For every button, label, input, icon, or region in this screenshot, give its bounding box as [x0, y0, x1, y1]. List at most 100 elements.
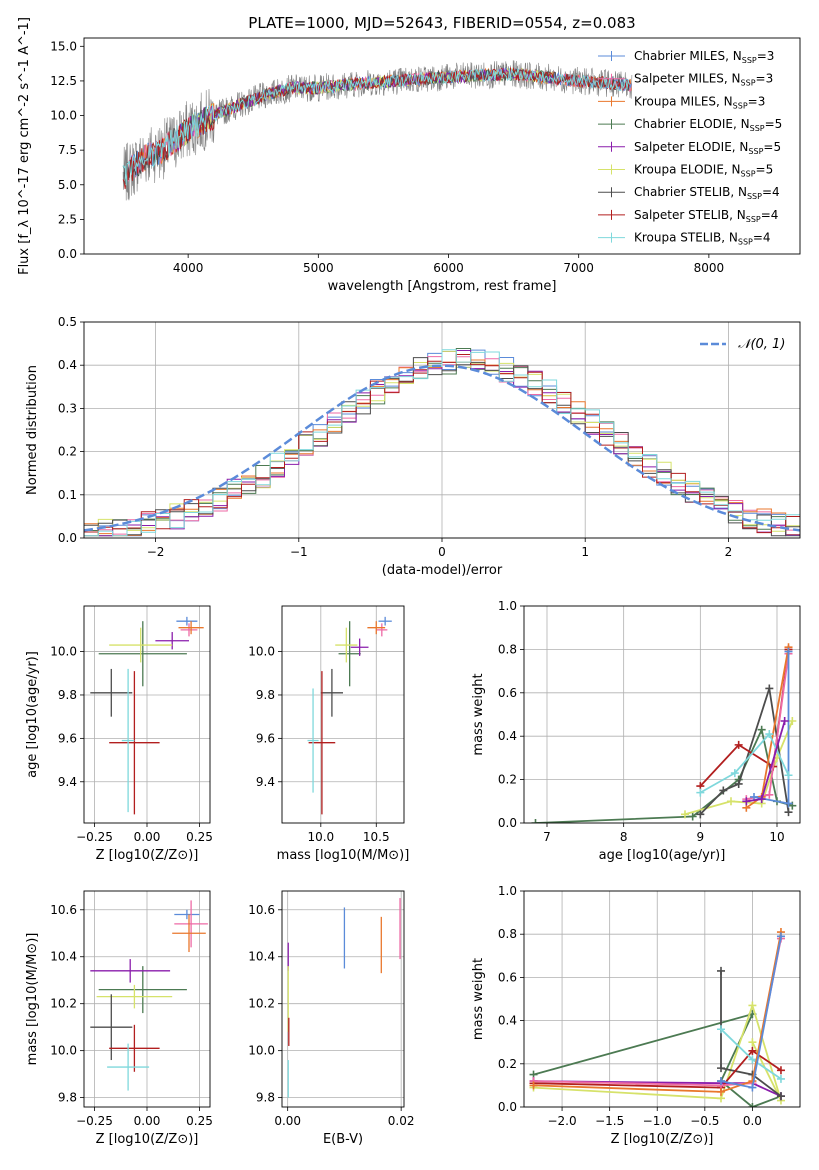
x-axis-label: age [log10(age/yr)] [599, 848, 726, 863]
plot-area-age-vs-Z [90, 616, 204, 815]
weight-marker [757, 795, 766, 804]
weight-marker [696, 810, 705, 819]
y-tick-label: 9.8 [58, 1091, 77, 1105]
x-tick-label: 0.00 [134, 1114, 161, 1128]
weight-marker [757, 725, 766, 734]
x-tick-label: 10.5 [363, 830, 390, 844]
y-tick-label: 0.0 [498, 1100, 517, 1114]
x-tick-label: 8 [620, 830, 628, 844]
y-tick-label: 10.0 [50, 109, 77, 123]
y-tick-label: 0.2 [498, 1057, 517, 1071]
y-tick-label: 15.0 [50, 39, 77, 53]
weight-marker [765, 730, 774, 739]
y-tick-label: 0.4 [498, 729, 517, 743]
weight-marker [529, 1081, 538, 1090]
x-tick-label: −0.25 [76, 830, 113, 844]
y-axis-label: mass [log10(M/M⊙)] [25, 933, 40, 1066]
y-tick-label: 0.0 [58, 247, 77, 261]
x-tick-label: −0.25 [76, 1114, 113, 1128]
y-tick-label: 10.0 [50, 1044, 77, 1058]
panel-weight-vs-Z: −2.0 −1.5 −1.0 −0.5 0.0 0.0 0.2 0.4 0.6 0.8 1.0 Z [… [471, 884, 801, 1147]
x-axis-label: Z [log10(Z/Z⊙)] [96, 1132, 199, 1147]
y-tick-label: 1.0 [498, 884, 517, 898]
weight-marker [742, 797, 751, 806]
weight-marker [784, 771, 793, 780]
plot-area-weight-vs-Z [529, 928, 785, 1107]
legend-label: Chabrier STELIB, NSSP=4 [634, 185, 780, 201]
panel-spectrum: 4000 5000 6000 7000 8000 0.0 2.5 5.0 7.5 10.0 12.5… [17, 17, 801, 294]
panel-residuals: −2 −1 0 1 2 0.0 0.1 0.2 0.3 0.4 0.5 (data-model)/er… [25, 315, 801, 578]
y-tick-label: 7.5 [58, 143, 77, 157]
y-tick-label: 0.8 [498, 642, 517, 656]
x-tick-label: −0.5 [690, 1114, 719, 1128]
axes-frame [83, 890, 211, 1108]
weight-marker [688, 812, 697, 821]
x-tick-label: 2 [725, 545, 733, 559]
weight-marker [696, 788, 705, 797]
weight-marker [748, 1001, 757, 1010]
legend-label: Salpeter MILES, NSSP=3 [634, 72, 773, 88]
legend-label: 𝒩(0, 1) [738, 337, 785, 352]
weight-marker [719, 786, 728, 795]
x-tick-label: −2.0 [547, 1114, 576, 1128]
y-tick-label: 1.0 [498, 599, 517, 613]
y-tick-label: 10.0 [248, 645, 275, 659]
x-axis-label: (data-model)/error [382, 563, 503, 578]
weight-marker [748, 1046, 757, 1055]
y-tick-label: 10.6 [248, 903, 275, 917]
y-axis-label: Flux [f_λ 10^-17 erg cm^-2 s^-1 A^-1] [17, 17, 32, 275]
model-spectrum [122, 66, 631, 190]
figure-title: PLATE=1000, MJD=52643, FIBERID=0554, z=0… [248, 14, 635, 32]
y-tick-label: 9.6 [58, 731, 77, 745]
axes-frame [83, 321, 801, 539]
axes-frame [523, 605, 801, 824]
y-tick-label: 0.0 [498, 816, 517, 830]
weight-marker [717, 966, 726, 975]
y-tick-label: 10.0 [248, 1044, 275, 1058]
y-tick-label: 0.6 [498, 970, 517, 984]
legend-label: Chabrier ELODIE, NSSP=5 [634, 117, 782, 133]
y-tick-label: 0.8 [498, 927, 517, 941]
x-tick-label: 7000 [563, 261, 594, 275]
weight-marker [748, 1055, 757, 1064]
weight-marker [717, 1025, 726, 1034]
y-tick-label: 10.4 [248, 950, 275, 964]
x-tick-label: 4000 [173, 261, 204, 275]
y-tick-label: 9.8 [256, 1091, 275, 1105]
y-tick-label: 10.0 [50, 645, 77, 659]
legend-label: Kroupa MILES, NSSP=3 [634, 94, 765, 110]
y-tick-label: 0.4 [498, 1014, 517, 1028]
weight-marker [734, 779, 743, 788]
y-tick-label: 0.5 [58, 315, 77, 329]
x-tick-label: 1 [581, 545, 589, 559]
panel-mass-vs-Z: −0.25 0.00 0.25 9.8 10.0 10.2 10.4 10.6 Z [log10… [25, 890, 213, 1147]
plot-area-age-vs-mass [307, 616, 392, 815]
x-tick-label: 5000 [303, 261, 334, 275]
axes-frame [83, 37, 801, 255]
normal-curve [84, 364, 800, 532]
legend: Chabrier MILES, NSSP=3 Salpeter MILES, NS… [598, 49, 782, 247]
weight-series [533, 1049, 782, 1089]
y-tick-label: 0.2 [498, 773, 517, 787]
legend-label: Chabrier MILES, NSSP=3 [634, 49, 774, 65]
weight-series [533, 931, 782, 1093]
y-axis-label: mass weight [471, 958, 486, 1040]
y-tick-label: 10.4 [50, 950, 77, 964]
axes-frame [83, 605, 211, 824]
weight-series [533, 1080, 782, 1098]
weight-marker [531, 819, 540, 823]
weight-marker [717, 1064, 726, 1073]
weight-marker [784, 799, 793, 808]
plot-area-mass-vs-Z [90, 900, 208, 1091]
weight-marker [776, 1066, 785, 1075]
x-tick-label: 0.25 [186, 1114, 213, 1128]
plot-area-residuals [84, 348, 800, 537]
model-spectrum [122, 67, 631, 186]
y-tick-label: 5.0 [58, 178, 77, 192]
weight-marker [765, 790, 774, 799]
x-axis-label: E(B-V) [323, 1132, 363, 1147]
weight-marker [717, 1077, 726, 1086]
y-axis-label: Normed distribution [25, 365, 40, 495]
y-tick-label: 9.8 [256, 688, 275, 702]
x-tick-label: 0.00 [134, 830, 161, 844]
